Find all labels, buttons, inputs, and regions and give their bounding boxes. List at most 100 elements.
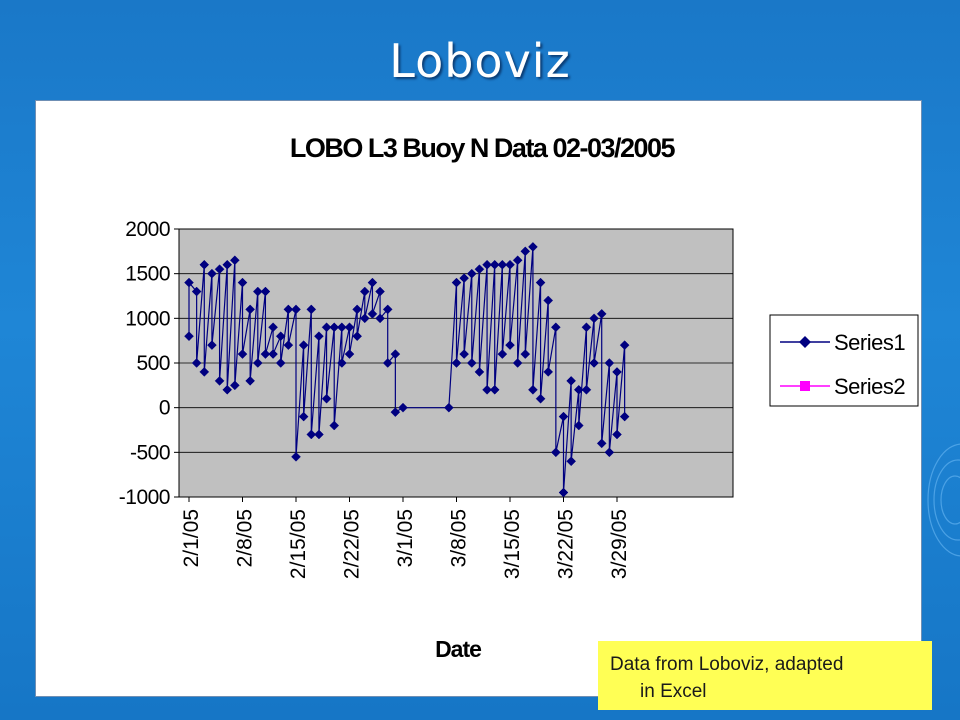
series1-point <box>252 286 263 297</box>
series1-point <box>314 429 324 440</box>
x-tick-label: 2/8/05 <box>234 509 257 567</box>
source-note: Data from Loboviz, adapted in Excel <box>598 641 932 710</box>
series1-point <box>573 420 584 431</box>
x-axis-label: Date <box>435 636 481 662</box>
series1-point <box>367 309 378 319</box>
series1-point <box>344 349 355 359</box>
series1-point <box>390 349 401 359</box>
series1-point <box>329 420 340 431</box>
series1-point <box>260 349 271 359</box>
series1-point <box>520 246 531 257</box>
series1-point <box>298 411 309 422</box>
x-tick-label: 3/1/05 <box>394 509 417 567</box>
series1-point <box>352 304 362 315</box>
series1-point <box>543 295 554 306</box>
series1-point <box>543 367 554 377</box>
series1-point <box>474 264 485 275</box>
series1-point <box>497 259 508 270</box>
series1-point <box>359 286 370 297</box>
y-tick-label: 0 <box>159 397 170 420</box>
series1-point <box>596 309 607 319</box>
x-tick-label: 2/1/05 <box>180 509 203 567</box>
series1-point <box>566 456 576 467</box>
x-tick-label: 3/15/05 <box>501 509 524 579</box>
series1-point <box>619 340 630 350</box>
series1-point <box>528 384 538 395</box>
series1-point <box>482 259 492 270</box>
series1-point <box>535 393 546 404</box>
series1-point <box>306 429 317 440</box>
slide-title: Loboviz <box>389 34 571 88</box>
series1-point <box>260 286 271 297</box>
series1-point <box>489 259 500 270</box>
series1-point <box>275 331 286 342</box>
series1-point <box>237 349 248 359</box>
series1-point <box>551 322 561 333</box>
x-tick-label: 3/29/05 <box>608 509 631 579</box>
series1-point <box>505 259 515 270</box>
plot-area: 2000 1500 1000 500 0 -500 -1000 2/1/05 2/8/05 2/1… <box>119 218 734 579</box>
series1-point <box>459 349 469 359</box>
nitrogen-chart: LOBO L3 Buoy N Data 02-03/2005 2000 1500 1… <box>65 133 919 662</box>
series1-point <box>222 259 233 270</box>
legend-series1-label: Series1 <box>834 330 905 355</box>
series1-point <box>535 277 546 288</box>
series1-point <box>466 268 477 279</box>
series1-point <box>321 393 332 404</box>
series1-point <box>230 380 240 391</box>
series1-point <box>596 438 607 449</box>
series1-point <box>589 313 599 324</box>
y-axis-label-clip: Nitrogen (micromo <box>65 273 91 479</box>
series1-point <box>245 304 255 315</box>
series1-point <box>283 304 294 315</box>
x-tick-label: 3/22/05 <box>555 509 578 579</box>
series1-point <box>581 384 592 395</box>
source-note-line2: in Excel <box>640 681 707 702</box>
series1-point <box>619 411 630 422</box>
series1-point <box>558 411 569 422</box>
series1-point <box>451 358 462 368</box>
series1-point <box>604 447 615 458</box>
legend-box <box>769 314 919 407</box>
series1-point <box>207 268 217 279</box>
series1-point <box>367 277 378 288</box>
series1-point <box>505 340 515 350</box>
series1-point <box>337 358 347 368</box>
series1-point <box>191 358 202 368</box>
series1-point <box>612 429 622 440</box>
series1-point <box>344 322 355 333</box>
series1-point <box>398 402 408 413</box>
x-tick-label: 2/15/05 <box>287 509 310 579</box>
y-tick-label: 2000 <box>125 218 170 241</box>
series1-point <box>337 322 347 333</box>
series1-point <box>589 358 599 368</box>
series1-point <box>199 259 210 270</box>
series1-point <box>459 273 469 283</box>
series1-point <box>612 367 622 377</box>
y-axis-label: Nitrogen (micromo <box>65 273 91 479</box>
series1-point <box>252 358 263 368</box>
series1-point <box>573 384 584 395</box>
series1-point <box>222 384 233 395</box>
decorative-swirl <box>927 443 960 557</box>
series1-point <box>321 322 332 333</box>
series1-point <box>444 402 454 413</box>
series1-point <box>375 313 385 324</box>
chart-area: LOBO L3 Buoy N Data 02-03/2005 2000 1500 1… <box>35 100 922 697</box>
series1-point <box>245 376 255 386</box>
series1-point <box>291 451 301 462</box>
series1-point <box>298 340 309 350</box>
series1-point <box>466 358 477 368</box>
series1-point <box>306 304 317 315</box>
y-tick-label: 500 <box>136 352 170 375</box>
series1-point <box>275 358 286 368</box>
series1-point <box>214 264 225 275</box>
series1-point <box>489 384 500 395</box>
y-tick-label: -500 <box>130 441 170 464</box>
legend-series2-label: Series2 <box>834 374 905 399</box>
series1-point <box>375 286 385 297</box>
series1-point <box>214 376 225 386</box>
series1-point <box>268 349 278 359</box>
series1-point <box>558 487 569 498</box>
legend-series1-marker <box>799 336 811 348</box>
